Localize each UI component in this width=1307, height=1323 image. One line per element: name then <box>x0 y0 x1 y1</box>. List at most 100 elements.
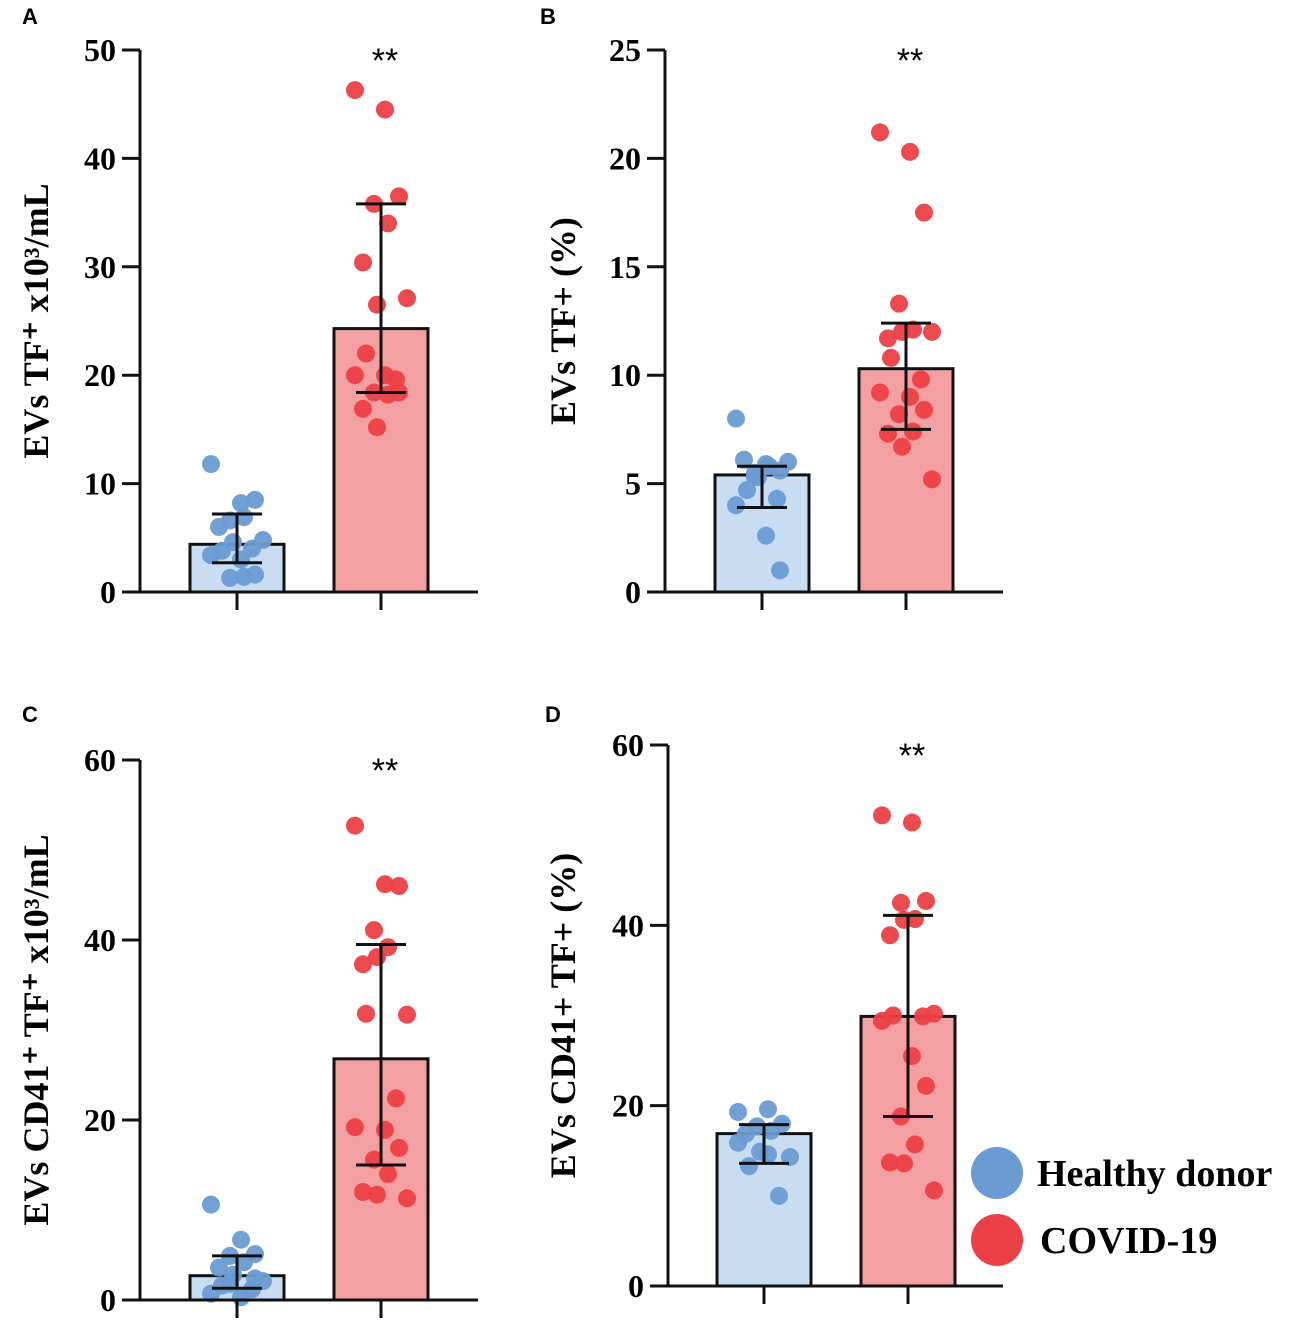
y-tick-label: 40 <box>612 907 644 943</box>
data-point <box>914 1007 932 1026</box>
data-point <box>901 142 919 161</box>
panel-A: A EVs TF⁺ x10³/mL ** 0 10 20 30 40 50 <box>16 4 478 610</box>
data-point <box>346 81 364 100</box>
y-tick-label: 25 <box>609 32 641 68</box>
data-point <box>893 437 911 456</box>
data-point <box>235 567 253 586</box>
data-point <box>210 1258 228 1277</box>
data-point <box>893 322 911 341</box>
data-point <box>376 1120 394 1139</box>
data-point <box>354 399 372 418</box>
panel-letter: C <box>22 702 38 727</box>
data-point <box>768 489 786 508</box>
data-point <box>917 891 935 910</box>
y-tick-label: 60 <box>84 742 116 778</box>
data-point <box>729 1102 747 1121</box>
data-point <box>871 383 889 402</box>
data-point <box>781 1148 799 1167</box>
data-point <box>379 385 397 404</box>
data-point <box>727 409 745 428</box>
data-point <box>398 1005 416 1024</box>
data-point <box>354 1183 372 1201</box>
panel-D: D EVs CD41+ TF+ (%) ** 0 20 40 60 <box>543 702 1003 1304</box>
panel-C: C EVs CD41⁺ TF⁺ x10³/mL ** 0 20 40 60 <box>16 702 478 1318</box>
data-point <box>398 289 416 308</box>
data-point <box>895 910 913 929</box>
data-point <box>202 546 220 565</box>
data-point <box>762 1121 780 1140</box>
y-tick-label: 20 <box>609 140 641 176</box>
data-point <box>890 294 908 313</box>
panel-letter: B <box>540 4 556 29</box>
data-point <box>770 1186 788 1205</box>
y-tick-label: 0 <box>628 1268 644 1304</box>
y-axis-label: EVs TF+ (%) <box>543 217 583 425</box>
data-point <box>729 1133 747 1152</box>
y-tick-label: 20 <box>612 1088 644 1124</box>
data-point <box>346 816 364 835</box>
data-point <box>357 344 375 363</box>
data-point <box>925 1181 943 1200</box>
data-point <box>368 295 386 314</box>
data-point <box>354 955 372 974</box>
data-point <box>357 1004 375 1023</box>
y-axis-label: EVs CD41+ TF+ (%) <box>543 853 583 1178</box>
data-point <box>221 568 239 587</box>
data-point <box>368 1185 386 1204</box>
data-point <box>901 387 919 406</box>
y-tick-label: 20 <box>84 1102 116 1138</box>
y-tick-label: 15 <box>609 249 641 285</box>
data-point <box>746 468 764 487</box>
y-tick-label: 20 <box>84 357 116 393</box>
panel-letter: D <box>545 702 561 727</box>
data-point <box>246 490 264 509</box>
y-tick-label: 5 <box>625 466 641 502</box>
legend-marker-healthy <box>971 1147 1023 1199</box>
data-point <box>917 1076 935 1095</box>
data-point <box>735 450 753 469</box>
data-point <box>346 366 364 385</box>
significance-marker: ** <box>897 42 923 80</box>
y-tick-label: 10 <box>609 357 641 393</box>
data-point <box>923 470 941 489</box>
data-point <box>915 400 933 419</box>
y-tick-label: 0 <box>625 574 641 610</box>
data-point <box>903 1047 921 1066</box>
data-point <box>379 1165 397 1183</box>
significance-marker: ** <box>899 737 925 775</box>
data-point <box>390 1138 408 1157</box>
data-point <box>210 517 228 536</box>
significance-marker: ** <box>372 42 398 80</box>
data-point <box>892 893 910 912</box>
legend-label-healthy: Healthy donor <box>1037 1153 1273 1195</box>
panel-B: B EVs TF+ (%) ** 0 5 10 15 20 25 <box>540 4 1003 610</box>
data-point <box>232 494 250 513</box>
data-point <box>390 877 408 895</box>
data-point <box>368 948 386 967</box>
data-point <box>873 1011 891 1030</box>
data-point <box>873 806 891 825</box>
data-point <box>903 813 921 832</box>
data-point <box>895 1154 913 1173</box>
data-point <box>346 1118 364 1137</box>
data-point <box>771 561 789 580</box>
data-point <box>890 405 908 424</box>
legend: Healthy donor COVID-19 <box>971 1147 1273 1266</box>
data-point <box>923 322 941 341</box>
data-point <box>759 1145 777 1164</box>
data-point <box>879 424 897 443</box>
data-point <box>376 875 394 894</box>
data-point <box>879 329 897 348</box>
data-point <box>904 422 922 441</box>
significance-marker: ** <box>372 752 398 790</box>
data-point <box>871 123 889 142</box>
y-tick-label: 10 <box>84 466 116 502</box>
y-axis-label: EVs TF⁺ x10³/mL <box>16 183 56 458</box>
y-tick-label: 60 <box>612 727 644 763</box>
y-tick-label: 40 <box>84 140 116 176</box>
legend-marker-covid <box>971 1214 1023 1266</box>
y-tick-label: 0 <box>100 574 116 610</box>
data-point <box>757 526 775 545</box>
data-point <box>235 1253 253 1272</box>
